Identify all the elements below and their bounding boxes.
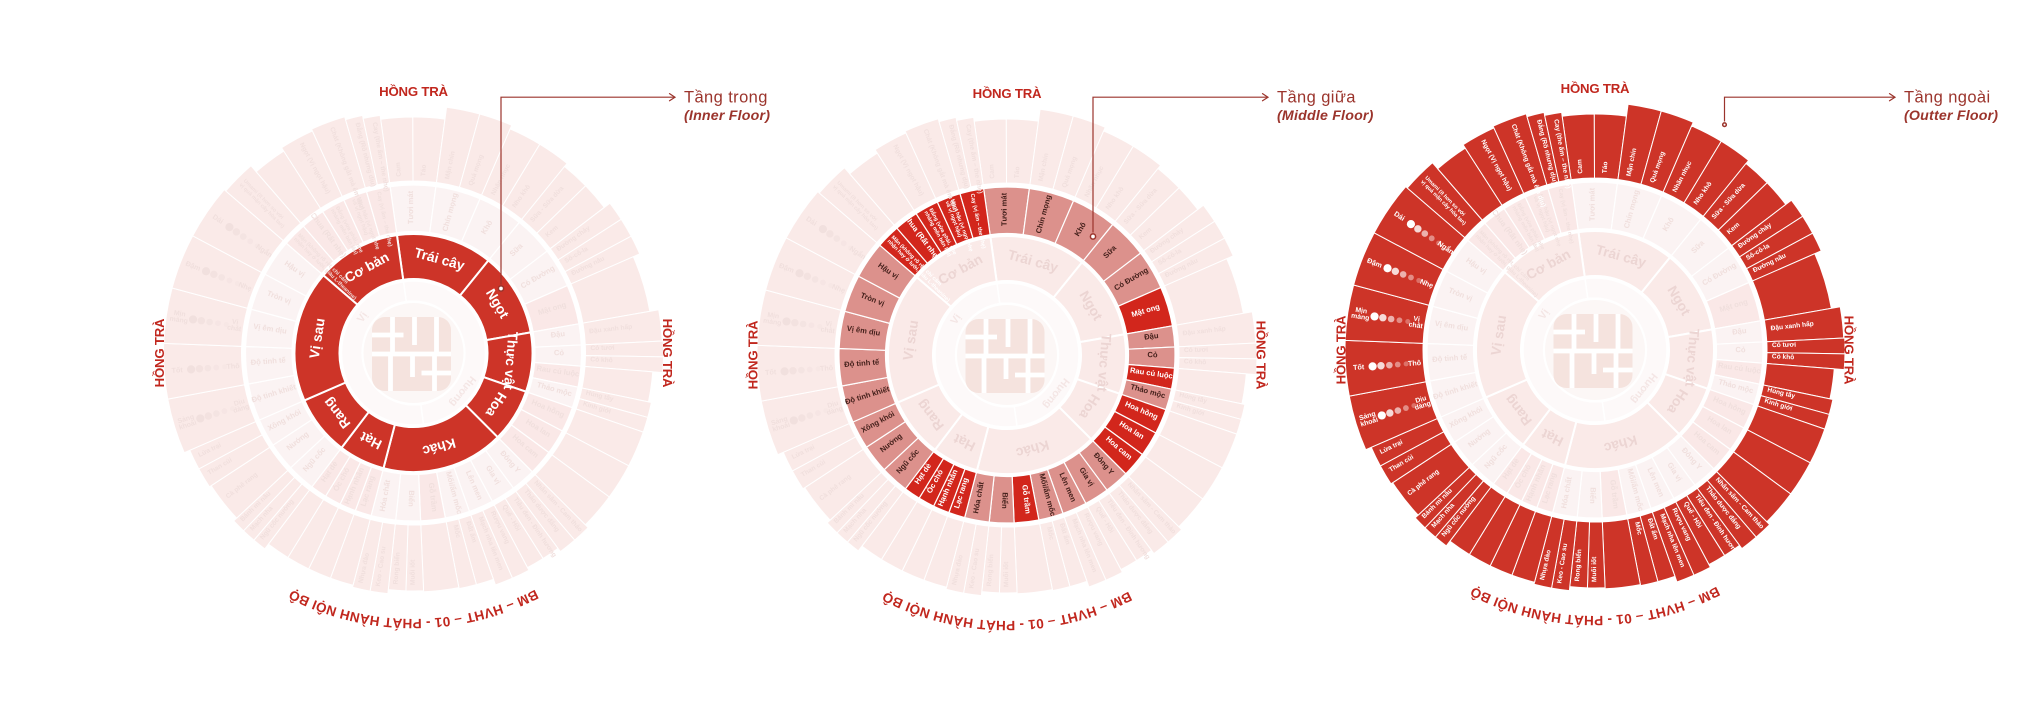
svg-text:Cỏ: Cỏ: [554, 348, 565, 357]
svg-text:chát: chát: [820, 326, 836, 335]
svg-text:Tươi mát: Tươi mát: [1000, 192, 1009, 226]
svg-text:Tầng ngoài: Tầng ngoài: [1904, 88, 1991, 106]
svg-text:(Middle Floor): (Middle Floor): [1277, 108, 1374, 124]
svg-text:Vị sau: Vị sau: [900, 319, 921, 361]
svg-text:Cỏ: Cỏ: [1147, 350, 1158, 359]
svg-text:Vị: Vị: [1413, 316, 1421, 324]
svg-text:HỒNG TRÀ: HỒNG TRÀ: [1561, 81, 1630, 96]
svg-text:HỒNG TRÀ: HỒNG TRÀ: [1254, 321, 1269, 390]
svg-text:Đậu: Đậu: [1144, 331, 1160, 342]
svg-text:Rong biển: Rong biển: [392, 552, 402, 585]
svg-text:Tốt: Tốt: [765, 367, 777, 377]
svg-text:màng: màng: [169, 316, 188, 326]
svg-text:Muối iốt: Muối iốt: [1590, 556, 1598, 582]
svg-text:HỒNG TRÀ: HỒNG TRÀ: [660, 319, 675, 388]
svg-text:Dịu: Dịu: [233, 398, 246, 408]
svg-text:Vị sau: Vị sau: [1488, 314, 1509, 356]
svg-text:Mịn: Mịn: [767, 312, 780, 321]
svg-text:HỒNG TRÀ: HỒNG TRÀ: [152, 318, 167, 387]
svg-text:Thô: Thô: [226, 361, 240, 371]
svg-text:Cỏ tươi: Cỏ tươi: [1772, 342, 1796, 349]
svg-text:Cỏ: Cỏ: [1735, 345, 1746, 354]
svg-text:Thực vật: Thực vật: [1682, 328, 1702, 388]
svg-text:(Inner Floor): (Inner Floor): [684, 108, 770, 124]
svg-text:dàng: dàng: [826, 405, 844, 417]
svg-text:Đậu: Đậu: [1732, 326, 1748, 337]
svg-text:Mịn: Mịn: [173, 310, 186, 319]
svg-text:Vị: Vị: [231, 319, 239, 327]
svg-text:dàng: dàng: [232, 403, 250, 415]
svg-text:màng: màng: [763, 318, 782, 328]
svg-text:khoái: khoái: [178, 420, 197, 432]
svg-text:Cỏ tươi: Cỏ tươi: [1184, 347, 1208, 354]
svg-text:Gỗ trầm: Gỗ trầm: [427, 482, 439, 512]
svg-text:Tầng trong: Tầng trong: [684, 88, 768, 106]
svg-text:Táo: Táo: [1602, 161, 1610, 173]
svg-text:Tốt: Tốt: [171, 365, 183, 375]
svg-text:Thực vật: Thực vật: [501, 331, 521, 391]
svg-text:chát: chát: [227, 324, 243, 333]
svg-text:HỒNG TRÀ: HỒNG TRÀ: [973, 86, 1042, 101]
svg-text:Độ tinh tế: Độ tinh tế: [250, 355, 286, 367]
svg-text:Muối iốt: Muối iốt: [409, 559, 417, 585]
svg-text:Cam: Cam: [1576, 159, 1584, 174]
svg-text:Tươi mát: Tươi mát: [406, 190, 415, 224]
svg-text:Gỗ trầm: Gỗ trầm: [1608, 479, 1620, 509]
svg-text:Đậu: Đậu: [550, 329, 566, 340]
svg-text:Tốt: Tốt: [1353, 362, 1365, 372]
svg-text:Gỗ trầm: Gỗ trầm: [1020, 484, 1032, 514]
svg-text:Mốc: Mốc: [1633, 521, 1644, 536]
svg-text:Vị: Vị: [825, 321, 833, 329]
svg-text:Cỏ khô: Cỏ khô: [1184, 358, 1207, 366]
svg-text:Biển: Biển: [1588, 487, 1598, 504]
svg-text:dàng: dàng: [1414, 400, 1432, 412]
svg-text:Cam: Cam: [988, 164, 996, 179]
svg-text:Táo: Táo: [1014, 166, 1022, 178]
svg-text:Cỏ khô: Cỏ khô: [1772, 353, 1795, 361]
svg-text:Mốc: Mốc: [452, 524, 463, 539]
svg-text:Dịu: Dịu: [1415, 395, 1428, 405]
svg-text:Sảng: Sảng: [177, 414, 195, 426]
svg-text:HỒNG TRÀ: HỒNG TRÀ: [1333, 315, 1348, 384]
svg-text:Táo: Táo: [420, 164, 428, 176]
svg-text:Biển: Biển: [1000, 492, 1010, 509]
svg-text:Biển: Biển: [407, 490, 417, 507]
svg-text:Mốc: Mốc: [1045, 526, 1056, 541]
svg-text:HỒNG TRÀ: HỒNG TRÀ: [1842, 316, 1857, 385]
svg-text:HỒNG TRÀ: HỒNG TRÀ: [379, 84, 448, 99]
svg-text:Độ tinh tế: Độ tinh tế: [1432, 352, 1468, 364]
svg-text:Sảng: Sảng: [770, 416, 788, 428]
svg-text:Vị sau: Vị sau: [307, 317, 328, 359]
svg-text:Mịn: Mịn: [1355, 307, 1368, 316]
svg-text:Rong biển: Rong biển: [985, 554, 995, 587]
svg-text:Cỏ tươi: Cỏ tươi: [590, 345, 614, 352]
svg-text:Dịu: Dịu: [827, 400, 840, 410]
svg-text:Tầng giữa: Tầng giữa: [1277, 88, 1356, 106]
svg-text:Cỏ khô: Cỏ khô: [590, 356, 613, 364]
svg-text:Thô: Thô: [820, 363, 834, 373]
svg-text:HỒNG TRÀ: HỒNG TRÀ: [745, 320, 760, 389]
svg-text:(Outter Floor): (Outter Floor): [1904, 108, 1998, 124]
svg-text:chát: chát: [1408, 321, 1424, 330]
svg-text:Cam: Cam: [395, 162, 403, 177]
svg-text:Tươi mát: Tươi mát: [1588, 187, 1597, 221]
svg-text:Muối iốt: Muối iốt: [1002, 561, 1010, 587]
svg-text:Độ tinh tế: Độ tinh tế: [844, 357, 880, 369]
svg-text:màng: màng: [1351, 313, 1370, 323]
svg-text:Sảng: Sảng: [1358, 411, 1376, 423]
svg-text:Thô: Thô: [1408, 358, 1422, 368]
svg-text:khoái: khoái: [772, 422, 791, 434]
svg-text:khoái: khoái: [1360, 417, 1379, 429]
svg-text:Rong biển: Rong biển: [1573, 549, 1583, 582]
svg-text:Thực vật: Thực vật: [1094, 333, 1114, 393]
